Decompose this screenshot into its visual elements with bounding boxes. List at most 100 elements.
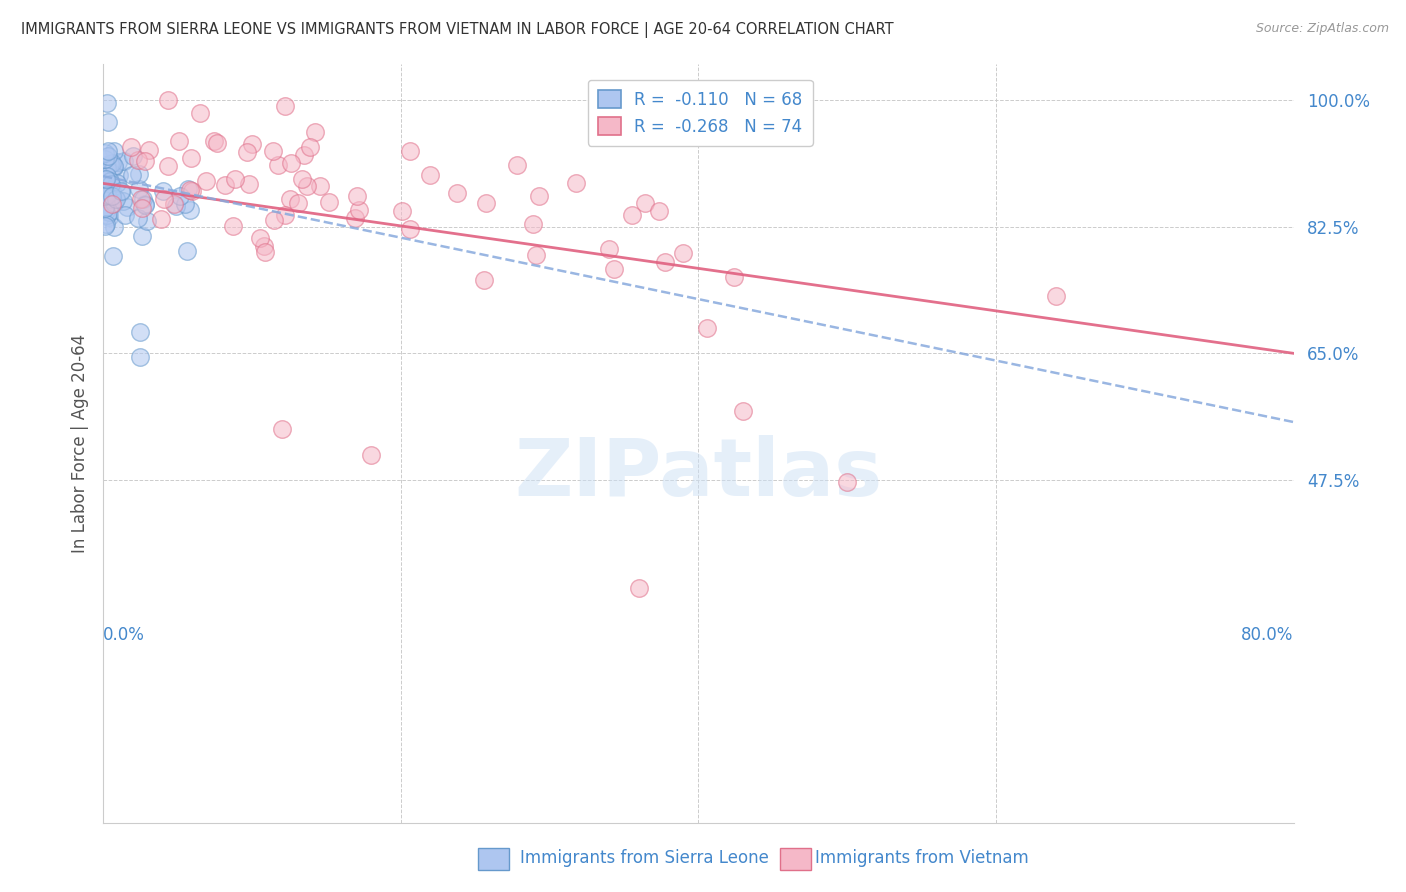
Point xyxy=(723,269,745,284)
Point xyxy=(163,197,186,211)
Point xyxy=(309,179,332,194)
Point xyxy=(120,139,142,153)
Legend: R =  -0.110   N = 68, R =  -0.268   N = 74: R = -0.110 N = 68, R = -0.268 N = 74 xyxy=(588,80,813,145)
Point xyxy=(224,172,246,186)
Point xyxy=(97,210,120,224)
Point xyxy=(93,186,115,200)
Point xyxy=(112,153,135,168)
Point xyxy=(527,189,550,203)
Point xyxy=(97,204,120,219)
Point xyxy=(253,239,276,253)
Point xyxy=(94,158,117,172)
Point xyxy=(98,157,121,171)
Point xyxy=(391,204,413,219)
Point xyxy=(179,203,201,218)
Point xyxy=(101,249,124,263)
Point xyxy=(127,211,149,225)
Point xyxy=(167,134,190,148)
Point xyxy=(173,196,195,211)
Point xyxy=(238,177,260,191)
Point xyxy=(214,178,236,192)
Point xyxy=(94,160,117,174)
Point xyxy=(93,152,115,166)
Point xyxy=(100,192,122,206)
Point xyxy=(136,214,159,228)
Point xyxy=(249,231,271,245)
Point xyxy=(101,189,124,203)
Point xyxy=(292,148,315,162)
Point xyxy=(190,106,212,120)
Point xyxy=(156,159,179,173)
Point xyxy=(97,144,120,158)
Point xyxy=(603,262,626,277)
Point xyxy=(97,149,120,163)
Point xyxy=(131,202,153,216)
Point xyxy=(93,201,115,215)
Point xyxy=(131,228,153,243)
Point xyxy=(128,167,150,181)
Point xyxy=(179,184,201,198)
Point xyxy=(94,161,117,176)
Point xyxy=(672,246,695,260)
Text: IMMIGRANTS FROM SIERRA LEONE VS IMMIGRANTS FROM VIETNAM IN LABOR FORCE | AGE 20-: IMMIGRANTS FROM SIERRA LEONE VS IMMIGRAN… xyxy=(21,22,894,38)
Point xyxy=(103,195,125,210)
Point xyxy=(654,255,676,269)
Point xyxy=(205,136,228,150)
Point xyxy=(278,192,301,206)
Point xyxy=(107,168,129,182)
Point xyxy=(97,115,120,129)
Point xyxy=(111,194,134,209)
Point xyxy=(100,155,122,169)
Point xyxy=(101,197,124,211)
Point xyxy=(94,172,117,186)
Point xyxy=(287,195,309,210)
Point xyxy=(696,321,718,335)
Point xyxy=(103,145,125,159)
Point xyxy=(94,172,117,186)
Point xyxy=(194,174,217,188)
Point xyxy=(399,222,422,236)
Point xyxy=(94,219,117,233)
Point xyxy=(115,200,138,214)
Point xyxy=(169,189,191,203)
Point xyxy=(134,197,156,211)
Point xyxy=(180,151,202,165)
Text: Immigrants from Sierra Leone: Immigrants from Sierra Leone xyxy=(520,849,769,867)
Point xyxy=(128,182,150,196)
Point xyxy=(222,219,245,233)
Point xyxy=(94,217,117,231)
Point xyxy=(93,146,115,161)
Point xyxy=(346,189,368,203)
Point xyxy=(96,169,118,183)
Point xyxy=(134,197,156,211)
Y-axis label: In Labor Force | Age 20-64: In Labor Force | Age 20-64 xyxy=(72,334,89,553)
Point xyxy=(522,217,544,231)
Point xyxy=(472,273,495,287)
Point xyxy=(105,176,128,190)
Point xyxy=(110,185,132,199)
Point xyxy=(399,145,422,159)
Point xyxy=(291,172,314,186)
Point xyxy=(93,188,115,202)
Point xyxy=(299,140,322,154)
Point xyxy=(134,154,156,169)
Point xyxy=(598,242,620,256)
Point xyxy=(129,325,152,339)
Point xyxy=(273,98,295,112)
Point xyxy=(731,404,754,418)
Point xyxy=(176,244,198,258)
Point xyxy=(96,208,118,222)
Point xyxy=(344,211,367,226)
Point xyxy=(349,202,371,217)
Point xyxy=(177,181,200,195)
Point xyxy=(304,125,326,139)
Point xyxy=(295,179,318,194)
Text: 80.0%: 80.0% xyxy=(1241,626,1294,644)
Point xyxy=(127,153,149,167)
Point xyxy=(107,155,129,169)
Point xyxy=(114,208,136,222)
Point xyxy=(103,220,125,235)
Point xyxy=(266,158,288,172)
Point xyxy=(132,192,155,206)
Point xyxy=(506,158,529,172)
